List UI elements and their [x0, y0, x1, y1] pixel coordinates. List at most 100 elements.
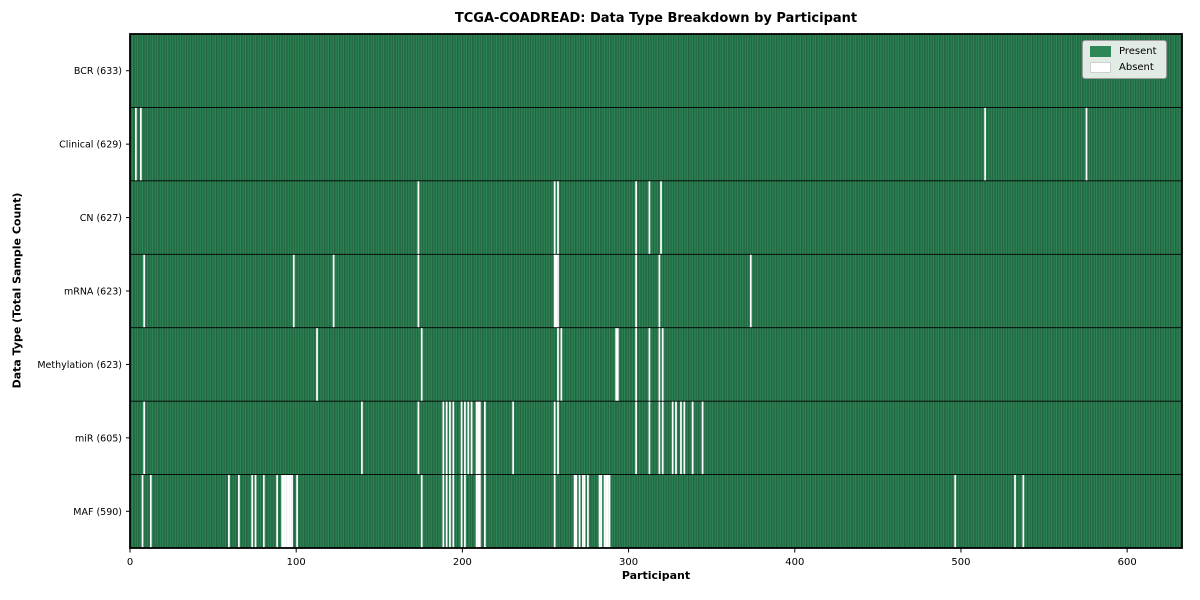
absent-marker	[1014, 474, 1016, 548]
absent-marker	[635, 327, 637, 402]
absent-marker	[1022, 474, 1025, 548]
absent-marker	[578, 474, 581, 548]
absent-marker	[582, 474, 584, 548]
present-band	[130, 474, 1182, 548]
present-band	[130, 107, 1182, 181]
x-tick-label: 400	[785, 557, 804, 568]
x-tick-label: 0	[127, 557, 133, 568]
absent-marker	[984, 107, 986, 181]
absent-marker	[555, 254, 558, 328]
absent-marker	[134, 107, 137, 181]
chart-title: TCGA-COADREAD: Data Type Breakdown by Pa…	[454, 11, 858, 26]
absent-marker	[648, 401, 651, 475]
absent-marker	[600, 474, 603, 548]
absent-marker	[141, 474, 144, 548]
legend-swatch-absent	[1090, 62, 1111, 73]
absent-marker	[658, 254, 661, 328]
present-band	[130, 327, 1182, 402]
y-axis-label: Data Type (Total Sample Count)	[10, 192, 24, 389]
absent-marker	[557, 327, 559, 402]
absent-marker	[680, 401, 682, 475]
absent-marker	[557, 401, 559, 475]
heatmap-row-Methylation	[130, 327, 1182, 402]
absent-marker	[671, 401, 674, 475]
absent-marker	[452, 474, 455, 548]
absent-marker	[291, 474, 293, 548]
absent-marker	[557, 254, 559, 328]
absent-marker	[512, 401, 514, 475]
absent-marker	[254, 474, 257, 548]
legend-entry-absent: Absent	[1090, 62, 1157, 73]
absent-marker	[464, 401, 466, 475]
y-tick-label: mRNA (623)	[64, 287, 122, 298]
heatmap-row-miR	[130, 400, 1182, 475]
x-axis-label: Participant	[621, 569, 691, 582]
absent-marker	[452, 401, 455, 475]
absent-marker	[479, 474, 481, 548]
absent-marker	[954, 474, 957, 548]
absent-marker	[661, 401, 664, 475]
absent-marker	[284, 474, 287, 548]
absent-marker	[675, 401, 677, 475]
absent-marker	[228, 474, 230, 548]
absent-marker	[483, 474, 486, 548]
absent-marker	[475, 401, 478, 475]
heatmap-row-Clinical	[130, 106, 1182, 181]
absent-marker	[598, 474, 601, 548]
heatmap-row-CN	[130, 180, 1182, 255]
legend-box: Present Absent	[1082, 40, 1167, 79]
absent-marker	[445, 474, 448, 548]
absent-marker	[460, 401, 463, 475]
absent-marker	[282, 474, 285, 548]
absent-marker	[575, 474, 578, 548]
absent-marker	[262, 474, 265, 548]
absent-marker	[658, 401, 661, 475]
absent-marker	[238, 474, 240, 548]
absent-marker	[553, 254, 556, 328]
y-tick-label: Clinical (629)	[59, 140, 122, 151]
absent-marker	[281, 474, 283, 548]
absent-marker	[635, 180, 637, 255]
legend-swatch-present	[1090, 46, 1111, 57]
absent-marker	[445, 401, 448, 475]
absent-marker	[606, 474, 609, 548]
absent-marker	[417, 180, 420, 255]
absent-marker	[749, 254, 752, 328]
absent-marker	[149, 474, 152, 548]
absent-marker	[464, 474, 466, 548]
absent-marker	[660, 180, 662, 255]
y-tick-label: CN (627)	[80, 213, 122, 224]
absent-marker	[361, 401, 363, 475]
absent-marker	[332, 254, 335, 328]
absent-marker	[553, 474, 556, 548]
absent-marker	[477, 401, 480, 475]
absent-marker	[460, 474, 463, 548]
absent-marker	[420, 327, 423, 402]
y-tick-label: MAF (590)	[73, 507, 122, 518]
absent-marker	[449, 474, 451, 548]
absent-marker	[553, 180, 556, 255]
absent-marker	[683, 401, 686, 475]
heatmap-row-BCR	[130, 34, 1182, 108]
x-tick-label: 100	[287, 557, 306, 568]
x-tick-label: 500	[951, 557, 970, 568]
absent-marker	[289, 474, 292, 548]
present-band	[130, 34, 1182, 108]
absent-marker	[479, 401, 481, 475]
absent-marker	[635, 401, 637, 475]
absent-marker	[420, 474, 423, 548]
heatmap-row-MAF	[130, 474, 1182, 548]
absent-marker	[417, 254, 420, 328]
absent-marker	[583, 474, 586, 548]
absent-marker	[467, 401, 470, 475]
x-tick-label: 200	[453, 557, 472, 568]
y-tick-label: miR (605)	[75, 433, 122, 444]
absent-marker	[557, 180, 559, 255]
absent-marker	[276, 474, 278, 548]
absent-marker	[442, 474, 445, 548]
absent-marker	[648, 180, 651, 255]
absent-marker	[658, 327, 661, 402]
absent-marker	[616, 327, 619, 402]
absent-marker	[701, 401, 704, 475]
